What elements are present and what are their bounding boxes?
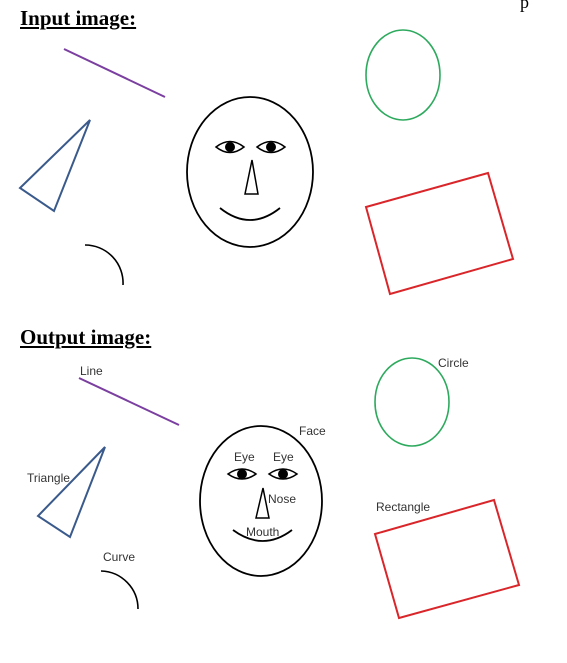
- output-rectangle-shape: [373, 498, 521, 620]
- label-mouth: Mouth: [246, 525, 279, 539]
- output-line-shape: [78, 377, 180, 426]
- label-nose: Nose: [268, 492, 296, 506]
- input-image-heading: Input image:: [20, 6, 137, 30]
- input-face: [186, 96, 314, 248]
- input-line-shape: [63, 48, 166, 98]
- output-curve-shape: [100, 570, 139, 610]
- cropped-text-fragment: p: [520, 0, 529, 12]
- input-circle-shape: [365, 29, 441, 121]
- output-image-heading: Output image:: [20, 325, 152, 349]
- input-mouth: [219, 207, 281, 221]
- label-triangle: Triangle: [27, 471, 70, 485]
- label-face: Face: [299, 424, 326, 438]
- output-nose: [255, 487, 270, 519]
- output-eye-left: [226, 468, 258, 480]
- input-panel: [18, 29, 515, 296]
- output-eye-right: [267, 468, 299, 480]
- output-circle-shape: [374, 357, 450, 447]
- output-face: [199, 425, 323, 577]
- label-eye-left: Eye: [234, 450, 255, 464]
- output-face-outline: [199, 425, 323, 577]
- label-circle: Circle: [438, 356, 469, 370]
- input-face-outline: [186, 96, 314, 248]
- output-triangle-shape: [36, 446, 106, 539]
- input-curve-shape: [84, 244, 124, 286]
- input-triangle-shape: [18, 119, 91, 213]
- label-curve: Curve: [103, 550, 135, 564]
- input-nose: [244, 159, 259, 195]
- label-eye-right: Eye: [273, 450, 294, 464]
- output-panel: Line Circle Face Eye Eye Triangle Nose R…: [27, 356, 521, 620]
- label-rectangle: Rectangle: [376, 500, 430, 514]
- input-rectangle-shape: [364, 171, 515, 296]
- input-eye-right: [255, 140, 287, 154]
- output-mouth: [232, 529, 293, 542]
- input-eye-left: [214, 140, 246, 154]
- label-line: Line: [80, 364, 103, 378]
